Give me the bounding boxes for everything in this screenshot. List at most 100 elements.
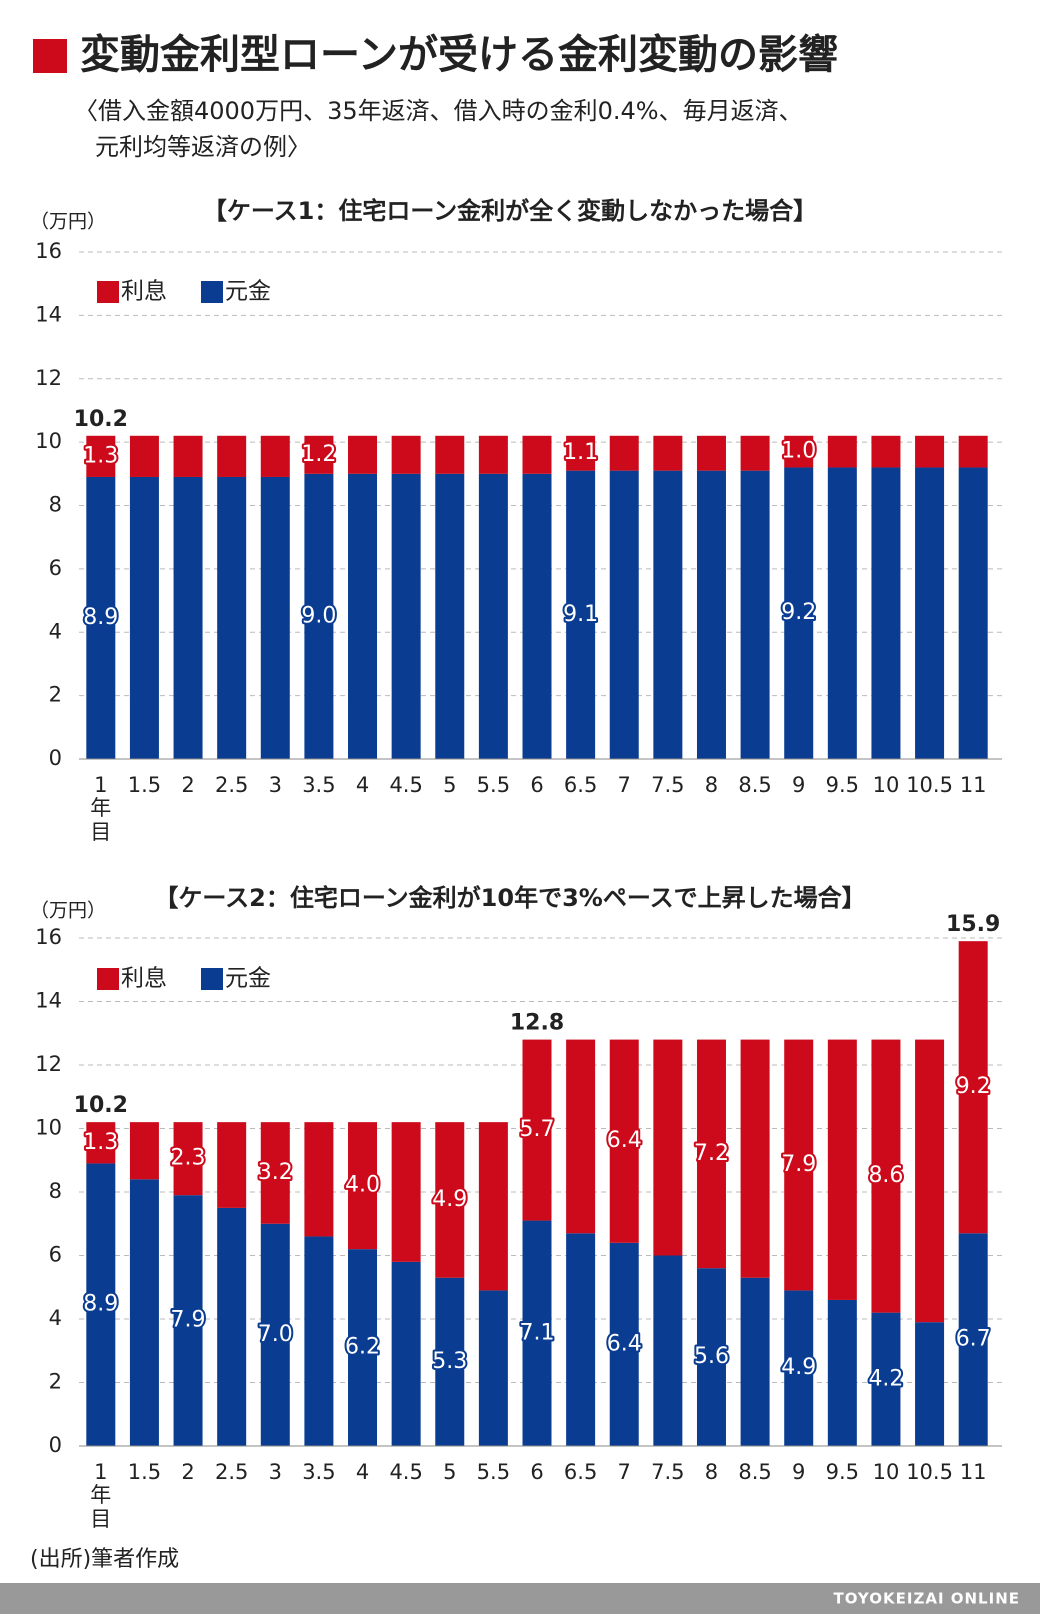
value-label: 1.0 [781, 439, 816, 464]
x-tick-label: 2.5 [215, 1460, 248, 1484]
bar-segment [871, 1039, 901, 1313]
value-label: 7.9 [171, 1308, 206, 1333]
chart-title: 【ケース2：住宅ローン金利が10年で3%ペースで上昇した場合】 [154, 884, 865, 912]
x-tick-label: 10 [873, 1460, 900, 1484]
legend-swatch [97, 968, 119, 990]
x-tick-label: 4.5 [389, 773, 422, 797]
bar-segment [958, 467, 988, 759]
subtitle-line: 〈借入金額4000万円、35年返済、借入時の金利0.4%、毎月返済、 [74, 97, 803, 125]
bar-segment [391, 473, 421, 759]
y-tick-label: 0 [49, 1433, 62, 1457]
bar-segment [260, 435, 290, 477]
bar-segment [566, 1039, 596, 1234]
x-tick-label: 2 [181, 773, 194, 797]
bar-segment [478, 1290, 508, 1446]
x-tick-label: 8 [705, 773, 718, 797]
legend-label: 利息 [121, 279, 167, 305]
x-tick-label: 7.5 [651, 1460, 684, 1484]
bar-segment [304, 435, 334, 474]
bar-segment [915, 467, 945, 759]
x-tick-label: 3.5 [302, 773, 335, 797]
bar-segment [478, 1122, 508, 1291]
legend-label: 元金 [225, 966, 271, 992]
x-unit: 目 [90, 1507, 111, 1531]
bar-segment [784, 435, 814, 468]
bar-segment [435, 473, 465, 759]
x-tick-label: 3.5 [302, 1460, 335, 1484]
bar-segment [609, 470, 639, 759]
bar-segment [86, 476, 116, 759]
y-tick-label: 8 [49, 493, 62, 517]
y-tick-label: 0 [49, 746, 62, 770]
legend-swatch [97, 281, 119, 303]
bar-segment [304, 473, 334, 759]
chart-title: 【ケース1：住宅ローン金利が全く変動しなかった場合】 [203, 197, 817, 225]
value-label: 5.6 [694, 1344, 729, 1369]
x-tick-label: 10 [873, 773, 900, 797]
bar-segment [435, 435, 465, 474]
x-tick-label: 9.5 [826, 773, 859, 797]
x-tick-label: 1 [94, 1460, 107, 1484]
source: (出所)筆者作成 [30, 1547, 179, 1572]
footer-bar [0, 1583, 1040, 1614]
bar-segment [129, 1122, 159, 1180]
value-label: 4.9 [432, 1187, 467, 1212]
x-unit: 年 [90, 1483, 111, 1507]
y-tick-label: 4 [49, 1306, 62, 1330]
y-tick-label: 6 [49, 556, 62, 580]
y-tick-label: 12 [35, 1052, 62, 1076]
y-unit: （万円） [30, 900, 106, 922]
x-tick-label: 1 [94, 773, 107, 797]
x-tick-label: 8.5 [738, 773, 771, 797]
bar-segment [217, 476, 247, 759]
bar-segment [435, 1277, 465, 1446]
y-tick-label: 10 [35, 1116, 62, 1140]
total-label: 10.2 [74, 1093, 128, 1118]
bar-segment [827, 1299, 857, 1446]
x-tick-label: 9.5 [826, 1460, 859, 1484]
value-label: 9.2 [956, 1074, 991, 1099]
bar-segment [173, 435, 203, 477]
bar-segment [827, 1039, 857, 1300]
x-tick-label: 1.5 [128, 773, 161, 797]
bar-segment [958, 435, 988, 468]
x-tick-label: 1.5 [128, 1460, 161, 1484]
x-tick-label: 5 [443, 1460, 456, 1484]
x-tick-label: 4.5 [389, 1460, 422, 1484]
value-label: 7.9 [781, 1152, 816, 1177]
value-label: 1.3 [83, 1130, 118, 1155]
y-tick-label: 14 [35, 302, 62, 326]
x-unit: 目 [90, 820, 111, 844]
title-marker [33, 39, 67, 73]
x-tick-label: 5.5 [477, 773, 510, 797]
value-label: 6.2 [345, 1335, 380, 1360]
bar-segment [915, 1039, 945, 1323]
value-label: 8.9 [83, 1292, 118, 1317]
bar-segment [522, 435, 552, 474]
value-label: 1.2 [301, 442, 336, 467]
y-tick-label: 2 [49, 1370, 62, 1394]
bar-segment [871, 1312, 901, 1446]
y-tick-label: 16 [35, 239, 62, 263]
y-tick-label: 14 [35, 989, 62, 1013]
bar-segment [348, 473, 378, 759]
bar-segment [217, 435, 247, 477]
bar-segment [653, 470, 683, 759]
x-tick-label: 4 [356, 773, 369, 797]
bar-segment [740, 1277, 770, 1446]
value-label: 8.6 [868, 1163, 903, 1188]
value-label: 2.3 [171, 1146, 206, 1171]
footer-text: TOYOKEIZAI ONLINE [833, 1590, 1020, 1608]
bar-segment [348, 435, 378, 474]
bar-segment [260, 1122, 290, 1224]
bar-segment [522, 1039, 552, 1221]
value-label: 7.2 [694, 1141, 729, 1166]
x-tick-label: 2.5 [215, 773, 248, 797]
bar-segment [696, 1039, 726, 1269]
total-label: 12.8 [510, 1011, 564, 1036]
bar-segment [827, 435, 857, 468]
bar-segment [260, 476, 290, 759]
bar-segment [784, 1290, 814, 1446]
x-tick-label: 6.5 [564, 1460, 597, 1484]
